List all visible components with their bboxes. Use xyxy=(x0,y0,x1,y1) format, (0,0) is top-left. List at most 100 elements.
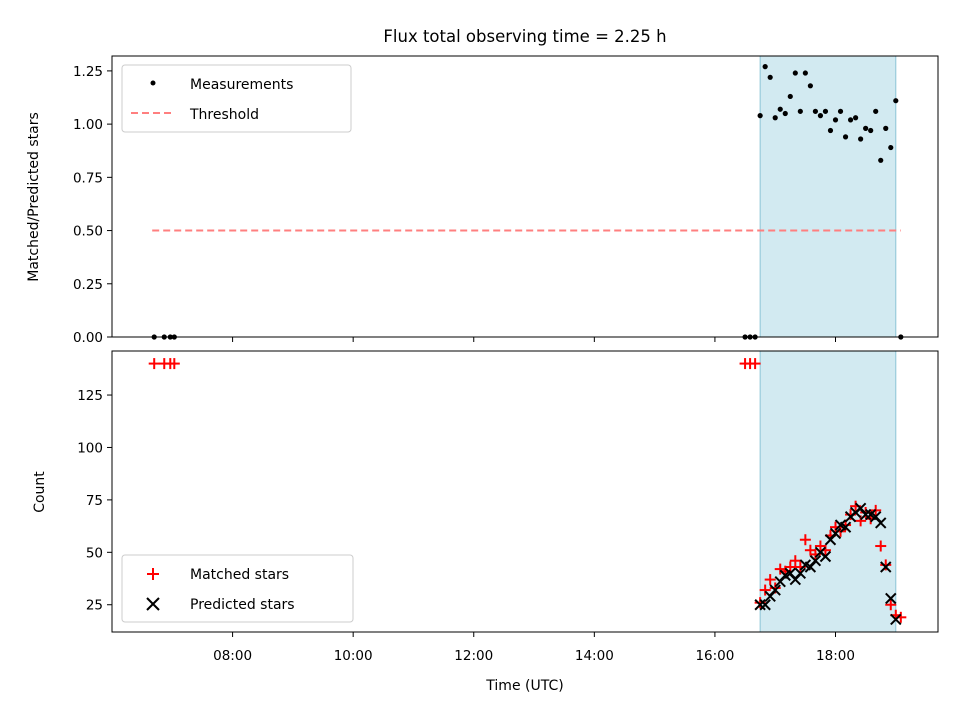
measurement-point xyxy=(888,144,894,151)
matched-stars-series xyxy=(148,358,907,623)
y-tick-label: 125 xyxy=(77,388,103,404)
predicted-star-point xyxy=(880,561,892,573)
measurement-point xyxy=(837,108,844,114)
x-tick-label: 10:00 xyxy=(334,648,373,664)
measurement-point xyxy=(767,74,773,80)
bottom-y-ticks: 25 50 75 100 125 xyxy=(77,388,112,614)
measurement-point xyxy=(782,110,788,117)
x-axis-label: Time (UTC) xyxy=(485,678,563,694)
legend-matched-label: Matched stars xyxy=(190,567,289,583)
measurement-point xyxy=(832,117,839,123)
measurement-point xyxy=(792,70,798,76)
predicted-star-point xyxy=(794,567,807,579)
bottom-axes-frame xyxy=(111,350,939,633)
x-tick-label: 08:00 xyxy=(213,648,252,664)
matched-star-point xyxy=(875,540,887,552)
top-y-ticks: 0.00 0.25 0.50 0.75 1.00 1.25 xyxy=(73,64,112,346)
legend-predicted-label: Predicted stars xyxy=(190,597,295,613)
shaded-region xyxy=(759,350,897,633)
predicted-star-point xyxy=(754,599,766,611)
predicted-star-point xyxy=(890,613,902,626)
measurement-point xyxy=(893,98,899,104)
y-tick-label: 75 xyxy=(86,493,103,509)
matched-star-point xyxy=(148,358,160,370)
x-tick-label: 18:00 xyxy=(816,648,855,664)
predicted-star-point xyxy=(875,517,887,529)
measurement-point xyxy=(827,127,834,134)
legend-matched-marker xyxy=(147,568,159,580)
predicted-star-point xyxy=(819,550,832,563)
measurement-point xyxy=(802,70,808,76)
measurement-point xyxy=(847,117,854,123)
matched-star-point xyxy=(168,358,180,370)
measurement-point xyxy=(797,108,803,114)
measurement-point xyxy=(762,64,768,70)
measurement-point xyxy=(873,108,879,114)
measurements-series xyxy=(151,64,904,340)
matched-star-point xyxy=(880,559,892,571)
measurement-point xyxy=(853,115,859,121)
y-tick-label: 0.50 xyxy=(73,224,103,240)
predicted-star-point xyxy=(859,508,872,521)
y-tick-label: 50 xyxy=(86,545,103,561)
measurement-point xyxy=(772,115,778,121)
matched-star-point xyxy=(885,599,897,611)
y-tick-label: 0.00 xyxy=(73,330,103,346)
matched-star-point xyxy=(749,358,761,370)
y-tick-label: 1.25 xyxy=(73,64,103,80)
x-tick-label: 16:00 xyxy=(695,648,734,664)
measurement-point xyxy=(822,108,829,114)
x-tick-label: 12:00 xyxy=(454,648,493,664)
measurement-point xyxy=(858,136,864,142)
top-legend-box xyxy=(121,64,352,133)
bottom-panel: 25 50 75 100 125 08:00 10:00 12:00 14:00 16:00 18… xyxy=(32,350,939,694)
top-shaded-interval xyxy=(759,55,897,338)
predicted-star-point xyxy=(885,592,897,605)
measurement-point xyxy=(863,125,869,131)
bottom-y-axis-label: Count xyxy=(32,471,48,513)
top-y-axis-label: Matched/Predicted stars xyxy=(26,112,42,282)
top-x-ticks xyxy=(232,337,837,342)
legend-measurements-marker xyxy=(150,80,156,86)
y-tick-label: 0.75 xyxy=(73,170,103,186)
top-panel: 0.00 0.25 0.50 0.75 1.00 1.25 Matched/Predict… xyxy=(26,55,939,346)
y-tick-label: 25 xyxy=(86,598,103,614)
y-tick-label: 0.25 xyxy=(73,277,103,293)
matched-star-point xyxy=(759,584,771,596)
legend-measurements-label: Measurements xyxy=(190,77,293,93)
measurement-point xyxy=(878,157,884,163)
matched-star-point xyxy=(764,574,776,586)
top-axes-frame xyxy=(111,55,939,338)
measurement-point xyxy=(817,113,824,119)
predicted-star-point xyxy=(809,554,822,567)
top-legend: Measurements Threshold xyxy=(121,64,352,133)
measurement-point xyxy=(777,106,783,112)
x-tick-label: 14:00 xyxy=(575,648,614,664)
bottom-shaded-interval xyxy=(759,350,897,633)
y-tick-label: 1.00 xyxy=(73,117,103,133)
legend-threshold-label: Threshold xyxy=(189,107,259,123)
chart-title: Flux total observing time = 2.25 h xyxy=(383,27,666,46)
bottom-legend: Matched stars Predicted stars xyxy=(121,554,354,623)
bottom-legend-box xyxy=(121,554,354,623)
predicted-star-point xyxy=(759,599,771,611)
measurement-point xyxy=(807,83,813,89)
matched-star-point xyxy=(799,534,811,546)
measurement-point xyxy=(868,127,874,134)
measurement-point xyxy=(883,125,889,131)
predicted-star-point xyxy=(839,521,852,533)
y-tick-label: 100 xyxy=(77,440,103,456)
matched-star-point xyxy=(774,563,786,575)
predicted-star-point xyxy=(769,584,781,596)
predicted-stars-series xyxy=(754,502,902,626)
legend-predicted-marker xyxy=(146,597,160,611)
measurement-point xyxy=(812,108,819,114)
shaded-region xyxy=(759,55,897,338)
predicted-star-point xyxy=(829,527,842,540)
measurement-point xyxy=(787,93,793,100)
bottom-x-ticks: 08:00 10:00 12:00 14:00 16:00 18:00 xyxy=(213,632,855,664)
matched-star-point xyxy=(789,555,801,567)
measurement-point xyxy=(757,113,763,119)
measurement-point xyxy=(842,134,849,140)
